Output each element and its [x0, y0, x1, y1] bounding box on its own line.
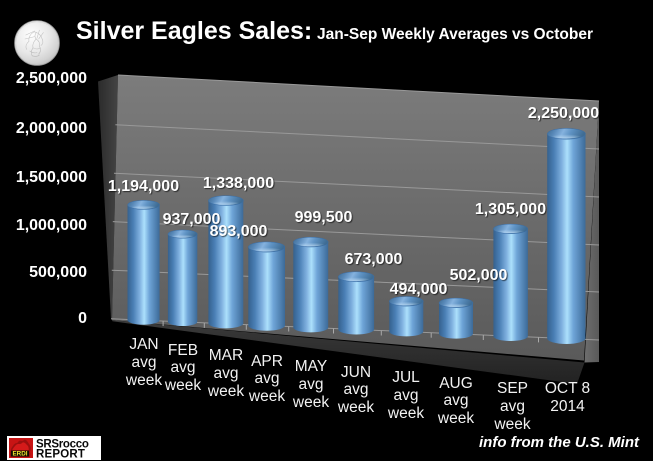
svg-text:REPORT: REPORT [36, 449, 85, 461]
svg-text:ERDI: ERDI [12, 450, 27, 457]
